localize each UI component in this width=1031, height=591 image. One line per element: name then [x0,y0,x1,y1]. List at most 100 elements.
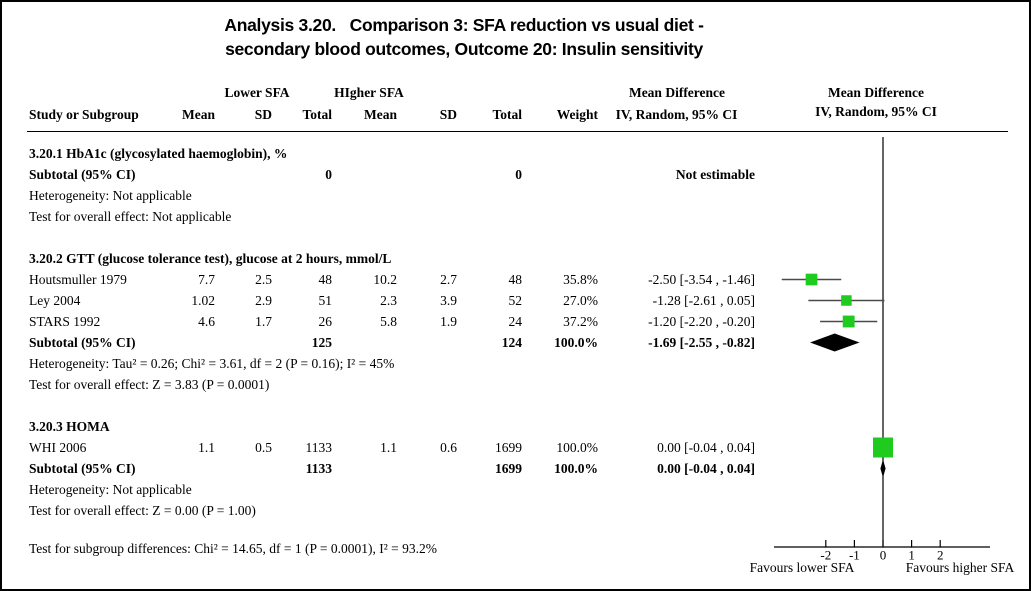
col-iv-random-text: IV, Random, 95% CI [615,107,738,122]
footnote: Test for overall effect: Z = 0.00 (P = 1… [29,503,256,518]
footnote: Heterogeneity: Not applicable [29,188,192,203]
cell-total2: 1699 [495,461,522,476]
subtotal-label: Subtotal (95% CI) [29,335,136,350]
favours-right-label: Favours higher SFA [905,560,1015,575]
cell-ci: 0.00 [-0.04 , 0.04] [657,440,755,455]
col-mean-higher: Mean [364,107,397,122]
cell-total1: 1133 [305,440,333,455]
table-row: Ley 2004 1.02 2.9 51 2.3 3.9 52 27.0% -1.28 [-2.… [29,290,769,311]
col-weight: Weight [556,107,598,122]
cell-total2: 52 [508,293,523,308]
cell-mean2: 1.1 [380,440,397,455]
cell-sd2: 2.7 [440,272,457,287]
section-heading: 3.20.1 HbA1c (glycosylated haemoglobin),… [29,146,288,161]
cell-mean2: 2.3 [380,293,397,308]
cell-weight: 27.0% [563,293,598,308]
col-sd-lower: SD [254,107,272,122]
cell-total1: 26 [318,314,333,329]
table-row: Test for overall effect: Z = 3.83 (P = 0… [29,374,769,395]
cell-weight: 100.0% [554,461,598,476]
cell-sd2: 3.9 [440,293,457,308]
table-row: Subtotal (95% CI) 125 124 100.0% -1.69 [-2.5… [29,332,769,353]
table-row: Heterogeneity: Not applicable [29,185,769,206]
cell-sd1: 2.9 [255,293,272,308]
col-total-lower: Total [302,107,332,122]
cell-ci: -1.20 [-2.20 , -0.20] [648,314,755,329]
col-group-higher-sfa: HIgher SFA [334,85,404,100]
pooled-diamond [880,459,886,478]
table-row: Test for overall effect: Z = 0.00 (P = 1… [29,500,769,521]
cell-total2: 0 [515,167,522,182]
cell-mean1: 4.6 [198,314,215,329]
cell-total1: 0 [325,167,332,182]
effect-square [805,273,818,286]
table-row: Test for overall effect: Not applicable [29,206,769,227]
col-total-higher: Total [492,107,522,122]
col-iv-random-plot: IV, Random, 95% CI [815,104,937,119]
footnote: Test for overall effect: Z = 3.83 (P = 0… [29,377,270,392]
cell-weight: 100.0% [556,440,598,455]
col-group-lower-sfa: Lower SFA [224,85,290,100]
table-body: 3.20.1 HbA1c (glycosylated haemoglobin),… [29,143,769,521]
cell-mean2: 10.2 [373,272,397,287]
col-mean-difference-text: Mean Difference [628,85,726,100]
favours-left-label: Favours lower SFA [749,560,855,575]
footnote: Test for overall effect: Not applicable [29,209,232,224]
cell-total1: 1133 [305,461,332,476]
table-row: WHI 2006 1.1 0.5 1133 1.1 0.6 1699 100.0% 0.00 [… [29,437,769,458]
study-name: Houtsmuller 1979 [29,272,127,287]
section-heading: 3.20.2 GTT (glucose tolerance test), glu… [29,251,392,266]
cell-sd2: 1.9 [440,314,457,329]
cell-total1: 125 [311,335,332,350]
col-study-or-subgroup: Study or Subgroup [29,107,139,122]
cell-ci: 0.00 [-0.04 , 0.04] [657,461,755,476]
table-row: Subtotal (95% CI) 0 0 Not estimable [29,164,769,185]
subgroup-difference-test: Test for subgroup differences: Chi² = 14… [29,541,438,556]
subtotal-label: Subtotal (95% CI) [29,461,136,476]
cell-sd1: 1.7 [255,314,272,329]
cell-sd2: 0.6 [440,440,457,455]
cell-total2: 48 [508,272,523,287]
col-mean-lower: Mean [182,107,215,122]
cell-ci: -2.50 [-3.54 , -1.46] [648,272,755,287]
cell-total2: 124 [501,335,522,350]
table-row: Heterogeneity: Tau² = 0.26; Chi² = 3.61,… [29,353,769,374]
cell-total2: 1699 [495,440,522,455]
cell-ci: -1.69 [-2.55 , -0.82] [648,335,755,350]
pooled-diamond [810,333,860,352]
cell-sd1: 0.5 [255,440,272,455]
cell-weight: 37.2% [563,314,598,329]
study-name: Ley 2004 [29,293,81,308]
col-sd-higher: SD [439,107,457,122]
tick-label: -2 [820,548,831,563]
tick-label: 2 [937,548,944,563]
table-row: Houtsmuller 1979 7.7 2.5 48 10.2 2.7 48 35.8% -2… [29,269,769,290]
table-header-row: Study or Subgroup Mean SD Total Mean SD … [29,104,755,125]
effect-square [873,437,893,458]
study-name: WHI 2006 [29,440,87,455]
cell-total1: 51 [318,293,333,308]
figure-title-line2: secondary blood outcomes, Outcome 20: In… [225,39,703,59]
study-name: STARS 1992 [29,314,101,329]
table-row: 3.20.1 HbA1c (glycosylated haemoglobin),… [29,143,769,164]
figure-title-line1: Analysis 3.20. Comparison 3: SFA reducti… [224,15,704,35]
tick-label: -1 [849,548,860,563]
subtotal-label: Subtotal (95% CI) [29,167,136,182]
footnote: Heterogeneity: Not applicable [29,482,192,497]
tick-label: 1 [908,548,915,563]
section-heading: 3.20.3 HOMA [29,419,110,434]
cell-weight: 100.0% [554,335,598,350]
cell-total1: 48 [318,272,333,287]
table-row: 3.20.2 GTT (glucose tolerance test), glu… [29,248,769,269]
table-row: Heterogeneity: Not applicable [29,479,769,500]
cell-ci: -1.28 [-2.61 , 0.05] [652,293,755,308]
cell-mean1: 1.02 [191,293,215,308]
effect-square [841,295,852,306]
table-row: STARS 1992 4.6 1.7 26 5.8 1.9 24 37.2% -1.20 [-2… [29,311,769,332]
footnote: Heterogeneity: Tau² = 0.26; Chi² = 3.61,… [29,356,395,371]
table-row: 3.20.3 HOMA [29,416,769,437]
cell-sd1: 2.5 [255,272,272,287]
cell-mean2: 5.8 [380,314,397,329]
